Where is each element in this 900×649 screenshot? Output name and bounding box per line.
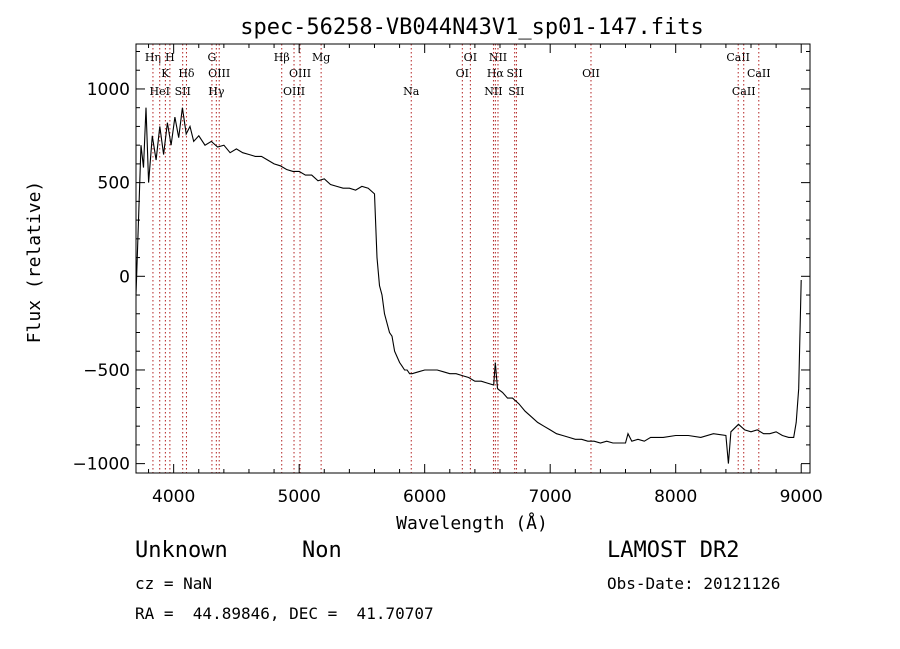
x-tick-label: 7000	[529, 487, 572, 507]
redshift-text: cz = NaN	[135, 574, 213, 593]
line-marker-label: K	[161, 67, 170, 80]
line-marker-label: Hη	[145, 51, 161, 64]
line-marker-label: H	[165, 51, 175, 64]
axis-ticks: 4000 5000 6000 7000 8000 9000 −1000 −500 0 500 100…	[72, 44, 823, 507]
y-tick-label: −500	[83, 361, 130, 381]
line-marker-label: HeI	[149, 85, 169, 98]
line-marker-label: SII	[175, 85, 191, 98]
line-marker-label: OIII	[289, 67, 311, 80]
line-marker-label: CaII	[747, 67, 771, 80]
line-marker-label: OI	[456, 67, 469, 80]
line-marker-label: OIII	[283, 85, 305, 98]
y-axis-label: Flux (relative)	[24, 181, 45, 344]
x-tick-label: 6000	[403, 487, 446, 507]
line-marker-label: SII	[507, 67, 523, 80]
coords-text: RA = 44.89846, DEC = 41.70707	[135, 604, 434, 623]
x-axis-label: Wavelength (Å)	[396, 512, 548, 534]
line-marker-label: G	[208, 51, 217, 64]
y-tick-label: 500	[98, 174, 130, 194]
line-marker-label: Mg	[312, 51, 330, 64]
y-tick-label: −1000	[72, 455, 130, 475]
line-marker-label: Hα	[487, 67, 505, 80]
obs-date-text: Obs-Date: 20121126	[607, 574, 781, 593]
y-tick-label: 1000	[87, 80, 130, 100]
survey-label: LAMOST DR2	[607, 538, 740, 563]
class-label: Unknown	[135, 538, 228, 563]
line-marker-label: CaII	[732, 85, 756, 98]
line-marker-label: OIII	[208, 67, 230, 80]
x-tick-label: 8000	[654, 487, 697, 507]
spectrum-line	[135, 107, 802, 464]
subclass-label: Non	[302, 538, 342, 563]
line-marker-label: Hγ	[208, 85, 225, 98]
line-marker-label: NII	[489, 51, 507, 64]
line-marker-label: OII	[582, 67, 600, 80]
plot-frame	[135, 43, 811, 474]
x-tick-label: 4000	[152, 487, 195, 507]
line-marker-label: OI	[464, 51, 477, 64]
x-tick-label: 9000	[780, 487, 823, 507]
line-marker-label: Na	[403, 85, 420, 98]
chart-title: spec-56258-VB044N43V1_sp01-147.fits	[240, 15, 704, 40]
x-tick-label: 5000	[278, 487, 321, 507]
line-marker-label: Hβ	[274, 51, 290, 64]
y-tick-label: 0	[119, 267, 130, 287]
line-marker-label: Hδ	[178, 67, 195, 80]
line-marker-label: SII	[508, 85, 524, 98]
line-marker-label: NII	[484, 85, 502, 98]
line-marker-label: CaII	[726, 51, 750, 64]
